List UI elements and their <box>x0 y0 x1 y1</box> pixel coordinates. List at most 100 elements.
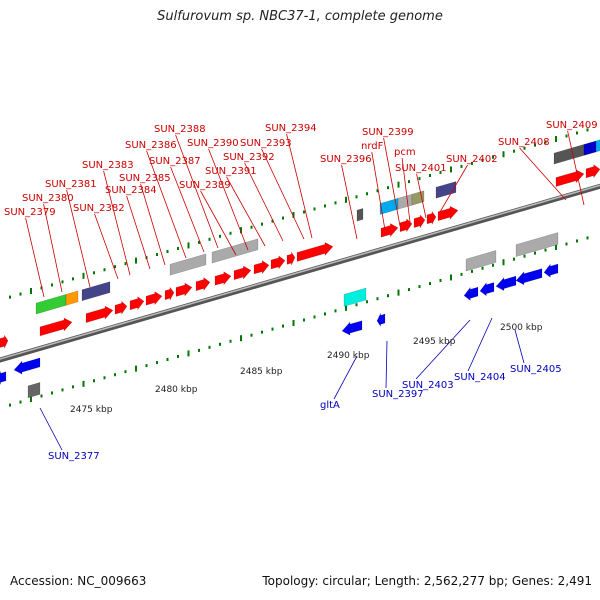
forward-label-16: SUN_2396 <box>320 154 372 165</box>
feature-box-11 <box>583 140 597 156</box>
forward-leader-2 <box>66 189 91 288</box>
upper-tick <box>19 292 22 296</box>
lower-tick <box>187 350 190 357</box>
reverse-gene-7 <box>543 263 559 278</box>
upper-tick <box>439 170 442 174</box>
reverse-label-0: SUN_2377 <box>48 451 100 462</box>
forward-gene-16 <box>399 218 413 233</box>
upper-tick <box>61 280 64 284</box>
upper-tick <box>523 146 526 150</box>
reverse-box-1-shape <box>343 287 367 307</box>
upper-tick <box>198 240 200 244</box>
forward-label-1: SUN_2380 <box>22 193 74 204</box>
forward-gene-17-shape <box>413 214 426 229</box>
forward-leader-17 <box>371 151 386 231</box>
forward-label-2: SUN_2381 <box>45 179 97 190</box>
reverse-gene-5 <box>495 275 517 292</box>
forward-leader-21 <box>439 164 468 213</box>
reverse-box-0 <box>27 382 41 399</box>
upper-tick <box>51 283 53 287</box>
lower-tick <box>303 318 305 322</box>
upper-tick <box>492 155 494 159</box>
feature-box-10 <box>553 144 585 165</box>
upper-tick <box>450 166 452 173</box>
upper-tick <box>72 277 74 281</box>
forward-leader-5 <box>126 195 151 270</box>
forward-leader-12 <box>226 176 266 247</box>
upper-tick <box>555 136 557 143</box>
reverse-label-2: SUN_2397 <box>372 389 424 400</box>
forward-label-15: SUN_2394 <box>265 123 317 134</box>
forward-label-17: nrdF <box>361 141 384 152</box>
upper-tick <box>261 222 263 226</box>
lower-tick <box>240 335 242 342</box>
forward-leader-7 <box>146 150 187 259</box>
upper-tick <box>282 216 284 220</box>
forward-label-14: SUN_2393 <box>240 138 292 149</box>
forward-gene-10 <box>233 265 252 281</box>
feature-box-2 <box>81 281 111 302</box>
upper-tick <box>387 186 389 190</box>
reverse-gene-5-shape <box>495 275 517 292</box>
reverse-box-2-shape <box>465 250 497 272</box>
lower-tick <box>334 309 337 313</box>
forward-leader-10 <box>200 190 237 256</box>
forward-gene-0-shape <box>0 334 9 349</box>
forward-gene-8-shape <box>195 277 211 292</box>
upper-tick <box>271 219 274 223</box>
reverse-gene-2-shape <box>376 313 386 328</box>
feature-box-7 <box>397 193 413 210</box>
upper-tick <box>177 246 179 250</box>
lower-tick <box>177 354 179 358</box>
feature-box-0-shape <box>35 294 67 315</box>
forward-gene-5 <box>145 291 163 306</box>
forward-leader-3 <box>94 213 119 280</box>
reverse-gene-7-shape <box>543 263 559 278</box>
feature-box-9 <box>435 181 457 199</box>
reverse-box-3-shape <box>515 232 559 257</box>
lower-tick <box>544 248 547 252</box>
lower-tick <box>492 263 494 267</box>
forward-leader-1 <box>43 203 63 293</box>
lower-tick <box>114 373 116 377</box>
feature-box-11-shape <box>583 140 597 156</box>
lower-tick <box>271 327 274 331</box>
forward-label-0: SUN_2379 <box>4 207 56 218</box>
upper-tick <box>460 164 463 168</box>
reverse-gene-left-shape <box>13 357 41 375</box>
lower-tick <box>198 348 200 352</box>
forward-label-4: SUN_2383 <box>82 160 134 171</box>
lower-tick <box>481 266 484 270</box>
lower-tick <box>565 242 568 246</box>
forward-gene-11-shape <box>253 260 270 275</box>
reverse-label-5: SUN_2405 <box>510 364 562 375</box>
feature-box-7-shape <box>397 193 413 210</box>
upper-tick <box>187 242 190 249</box>
upper-tick <box>219 234 221 238</box>
upper-tick <box>324 204 326 208</box>
forward-label-10: SUN_2389 <box>179 180 231 191</box>
lower-tick <box>124 370 127 374</box>
lower-tick <box>555 244 557 251</box>
forward-gene-13 <box>286 251 296 266</box>
forward-gene-18-shape <box>426 210 437 225</box>
upper-tick <box>418 177 421 181</box>
reverse-leader-1 <box>333 355 358 400</box>
lower-tick <box>145 364 148 368</box>
lower-tick <box>324 312 326 316</box>
reverse-gene-1 <box>341 320 363 336</box>
lower-tick <box>460 272 463 276</box>
feature-box-3 <box>169 253 207 276</box>
upper-tick <box>544 140 547 144</box>
forward-leader-11 <box>208 148 249 251</box>
forward-label-18: SUN_2399 <box>362 127 414 138</box>
forward-leader-15 <box>286 133 313 239</box>
scale-label-4: 2495 kbp <box>413 337 456 347</box>
scale-label-1: 2480 kbp <box>155 385 198 395</box>
forward-gene-6-shape <box>164 286 175 301</box>
feature-box-8 <box>411 190 425 206</box>
forward-leader-16 <box>341 164 358 240</box>
reverse-leader-5 <box>514 329 525 364</box>
forward-leader-23 <box>567 130 585 206</box>
lower-tick <box>313 315 316 319</box>
